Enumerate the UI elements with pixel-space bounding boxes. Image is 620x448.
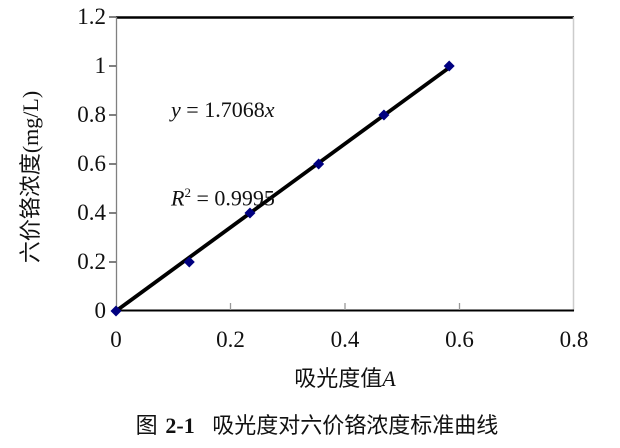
- y-tick-label: 0.8: [77, 102, 106, 127]
- x-tick-label: 0.2: [216, 327, 245, 352]
- y-tick-label: 0: [94, 298, 107, 323]
- y-tick-label: 0.6: [77, 151, 106, 176]
- x-tick-label: 0.6: [445, 327, 474, 352]
- data-point-marker: [110, 305, 122, 317]
- y-tick-label: 1.2: [77, 4, 106, 29]
- r-squared-var: R: [171, 185, 185, 211]
- r-squared-sup: 2: [184, 185, 191, 200]
- caption-prefix: 图: [135, 413, 158, 438]
- caption-title: 吸光度对六价铬浓度标准曲线: [212, 413, 499, 438]
- data-point-marker: [443, 60, 455, 72]
- y-axis-title: 六价铬浓度(mg/L): [18, 67, 44, 287]
- r-squared-value: 0.9995: [214, 185, 275, 211]
- x-tick-label: 0.4: [330, 327, 360, 352]
- y-tick-label: 1: [94, 53, 107, 78]
- x-tick-label: 0.8: [559, 327, 589, 352]
- trendline: [114, 66, 451, 313]
- r-squared-line: R2 = 0.9995: [171, 177, 275, 211]
- data-point-marker: [244, 207, 256, 219]
- x-axis-title-var: A: [382, 366, 396, 391]
- equation-var-x: x: [264, 97, 275, 122]
- caption-number: 2-1: [165, 413, 195, 438]
- data-point-marker: [313, 158, 325, 170]
- equation-var-y: y: [171, 97, 181, 122]
- x-axis-title-text: 吸光度值: [294, 366, 383, 391]
- y-axis-title-text: 六价铬浓度(mg/L): [18, 90, 43, 264]
- y-tick-label: 0.4: [77, 200, 106, 225]
- y-tick-label: 0.2: [77, 249, 106, 274]
- equation-equals: =: [180, 97, 205, 122]
- x-tick-label: 0: [110, 327, 122, 352]
- x-axis-title: 吸光度值A: [116, 366, 574, 392]
- r-squared-equals: =: [190, 185, 215, 211]
- data-point-marker: [183, 256, 195, 268]
- figure-caption: 图 2-1 吸光度对六价铬浓度标准曲线: [0, 412, 620, 439]
- equation-line: y = 1.7068x: [171, 94, 275, 125]
- equation-slope: 1.7068: [204, 97, 265, 122]
- data-point-marker: [378, 109, 390, 121]
- trendline-equation: y = 1.7068x R2 = 0.9995: [171, 42, 275, 260]
